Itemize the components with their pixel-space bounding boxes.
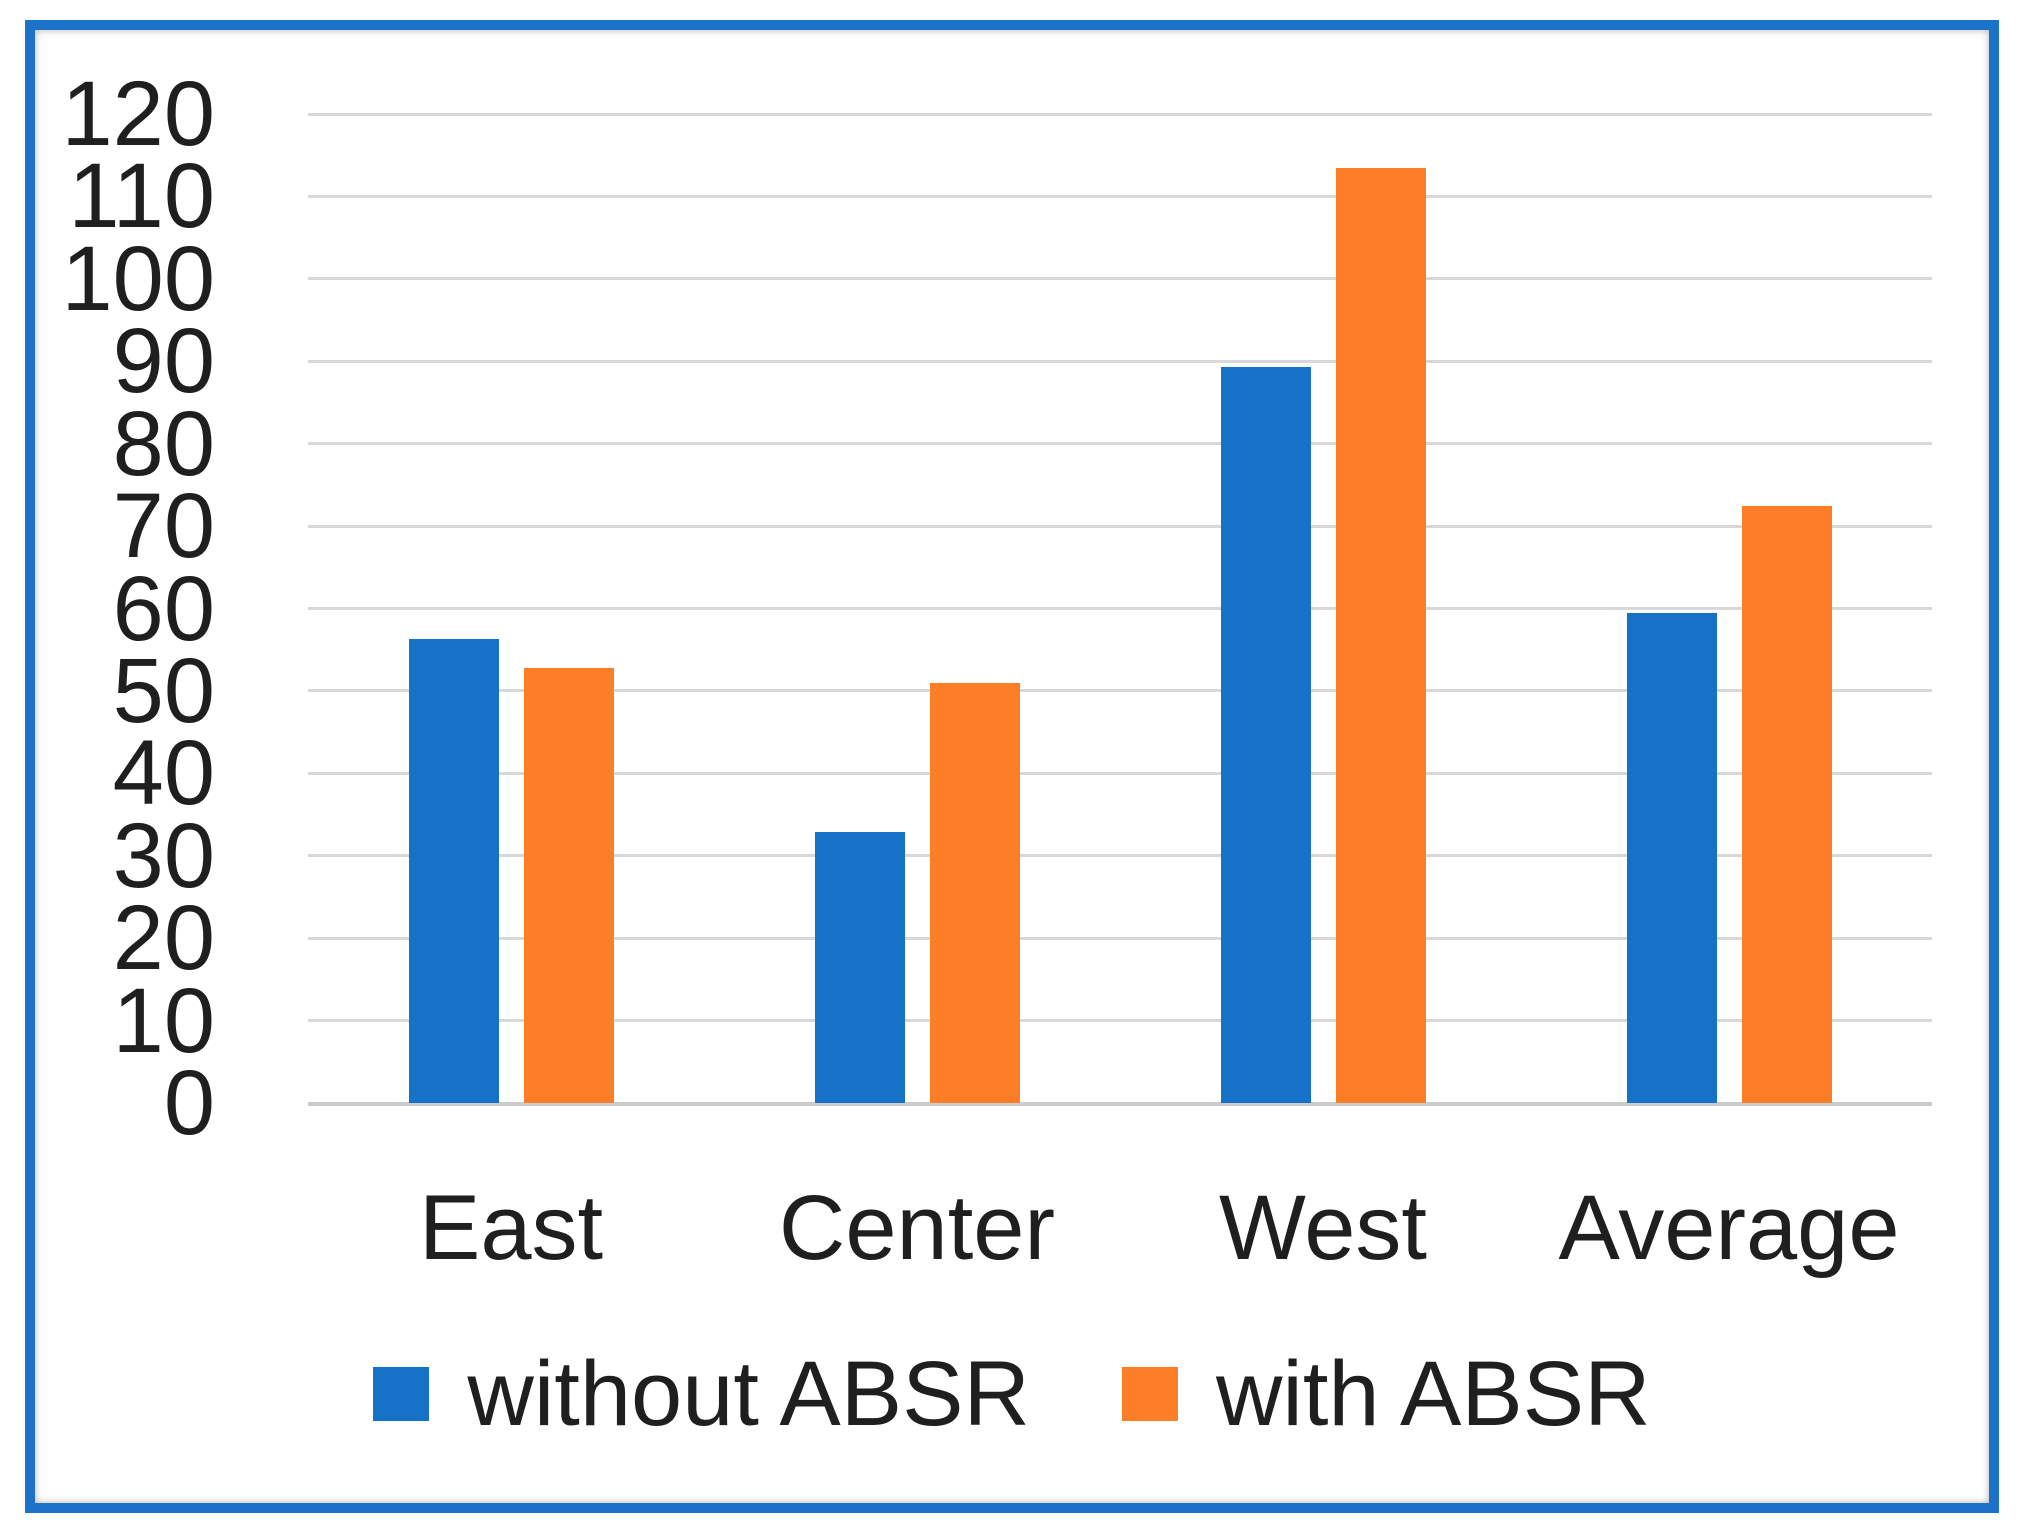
y-tick-label-70: 70 (112, 475, 215, 578)
plot-area (308, 112, 1932, 1106)
bar-east-with-absr (523, 667, 614, 1103)
gridline-120 (308, 112, 1932, 116)
gridline-80 (308, 442, 1932, 446)
y-tick-label-0: 0 (163, 1052, 215, 1154)
y-tick-label-120: 120 (61, 63, 216, 165)
gridline-10 (308, 1019, 1932, 1023)
y-tick-label-90: 90 (112, 310, 215, 413)
gridline-100 (308, 277, 1932, 281)
gridline-110 (308, 194, 1932, 198)
legend-marker-with-absr (1121, 1367, 1178, 1421)
bar-average-with-absr (1741, 506, 1832, 1103)
bar-average-without-absr (1626, 612, 1717, 1103)
legend-label-with-absr: with ABSR (1215, 1343, 1651, 1445)
x-category-label-east: East (418, 1177, 604, 1279)
x-category-label-average: Average (1558, 1177, 1900, 1279)
bar-east-without-absr (408, 639, 499, 1103)
y-tick-label-30: 30 (112, 804, 215, 907)
gridline-30 (308, 854, 1932, 858)
y-tick-label-100: 100 (61, 227, 216, 330)
gridline-20 (308, 936, 1932, 940)
y-tick-label-110: 110 (68, 145, 215, 248)
bar-center-without-absr (814, 831, 905, 1103)
gridline-50 (308, 689, 1932, 693)
y-tick-label-50: 50 (112, 639, 215, 742)
legend: without ABSR with ABSR (35, 1348, 1989, 1440)
y-tick-label-40: 40 (112, 722, 215, 825)
legend-marker-without-absr (373, 1367, 430, 1421)
x-category-label-west: West (1219, 1177, 1427, 1279)
bar-center-with-absr (929, 682, 1020, 1103)
bar-west-without-absr (1220, 367, 1311, 1103)
y-axis-labels: 0 10 20 30 40 50 60 70 80 90 100 110 120 (40, 68, 216, 1149)
bar-west-with-absr (1335, 168, 1426, 1103)
y-tick-label-60: 60 (112, 557, 215, 660)
gridline-60 (308, 607, 1932, 610)
gridline-40 (308, 771, 1932, 775)
gridline-0 (308, 1101, 1932, 1106)
y-tick-label-80: 80 (112, 392, 215, 495)
gridline-70 (308, 524, 1932, 528)
legend-label-without-absr: without ABSR (467, 1343, 1030, 1445)
gridline-90 (308, 359, 1932, 363)
y-tick-label-20: 20 (112, 887, 215, 990)
y-tick-label-10: 10 (112, 969, 215, 1072)
legend-item-without-absr: without ABSR (373, 1348, 1030, 1440)
x-axis-labels: East Center West Average (308, 1177, 1932, 1298)
legend-item-with-absr: with ABSR (1121, 1343, 1651, 1445)
x-category-label-center: Center (778, 1177, 1056, 1279)
